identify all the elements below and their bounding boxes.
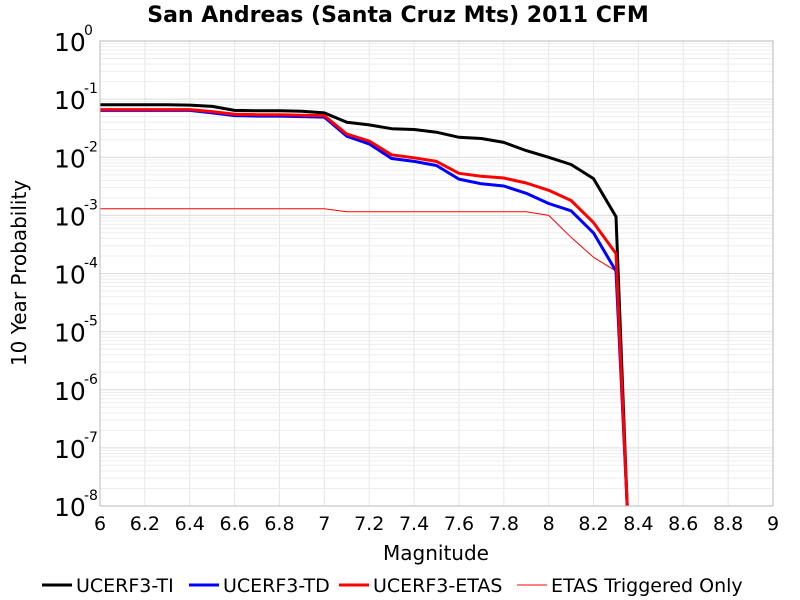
- y-tick-label: 10-1: [54, 81, 98, 115]
- x-tick-label: 6.4: [175, 513, 205, 535]
- x-tick-label: 7.6: [444, 513, 474, 535]
- y-tick-exponent: -8: [84, 488, 98, 504]
- y-tick-label: 10-5: [54, 314, 98, 348]
- y-tick-base: 10: [54, 319, 86, 348]
- y-tick-exponent: -7: [84, 430, 98, 446]
- y-tick-base: 10: [54, 261, 86, 290]
- series-line-ucerf3-etas: [100, 108, 629, 507]
- legend-label: UCERF3-TI: [76, 575, 174, 597]
- y-tick-exponent: -3: [84, 197, 98, 213]
- y-tick-label: 100: [54, 23, 93, 57]
- y-tick-exponent: -6: [84, 372, 98, 388]
- x-tick-label: 8.6: [668, 513, 698, 535]
- y-tick-label: 10-4: [54, 256, 98, 290]
- legend-label: UCERF3-ETAS: [373, 575, 502, 597]
- series-line-etas-triggered-only: [100, 208, 628, 507]
- legend-item: ETAS Triggered Only: [517, 575, 743, 597]
- x-tick-label: 8.2: [578, 513, 608, 535]
- y-tick-base: 10: [54, 435, 86, 464]
- y-axis-label: 10 Year Probability: [7, 180, 31, 366]
- y-tick-label: 10-7: [54, 430, 98, 464]
- series-line-ucerf3-ti: [100, 103, 629, 507]
- x-tick-label: 6.6: [219, 513, 249, 535]
- legend-item: UCERF3-TD: [189, 575, 330, 597]
- y-tick-base: 10: [54, 493, 86, 522]
- y-tick-exponent: -5: [84, 314, 98, 330]
- grid: [99, 41, 774, 507]
- y-tick-base: 10: [54, 377, 86, 406]
- x-tick-label: 9: [767, 513, 779, 535]
- y-tick-exponent: -4: [84, 256, 98, 272]
- x-tick-label: 8: [543, 513, 555, 535]
- chart-title: San Andreas (Santa Cruz Mts) 2011 CFM: [147, 3, 649, 28]
- x-tick-label: 8.8: [713, 513, 743, 535]
- y-tick-label: 10-8: [54, 488, 98, 522]
- legend-item: UCERF3-ETAS: [339, 575, 502, 597]
- y-tick-exponent: -2: [84, 139, 98, 155]
- y-tick-label: 10-6: [54, 372, 98, 406]
- legend-label: ETAS Triggered Only: [551, 575, 743, 597]
- y-tick-exponent: -1: [84, 81, 98, 97]
- legend: UCERF3-TI UCERF3-TD UCERF3-ETAS ETAS Trigge…: [42, 575, 743, 597]
- y-tick-base: 10: [54, 144, 86, 173]
- x-tick-label: 6: [94, 513, 106, 535]
- y-tick-label: 10-3: [54, 197, 98, 231]
- legend-label: UCERF3-TD: [223, 575, 330, 597]
- x-tick-label: 7.8: [489, 513, 519, 535]
- plot-border: [99, 40, 774, 507]
- x-tick-label: 8.4: [623, 513, 653, 535]
- x-tick-label: 7.2: [354, 513, 384, 535]
- series-layer: [100, 103, 629, 507]
- legend-item: UCERF3-TI: [42, 575, 174, 597]
- y-tick-base: 10: [54, 202, 86, 231]
- x-tick-label: 6.2: [130, 513, 160, 535]
- x-tick-label: 7.4: [399, 513, 429, 535]
- x-axis-ticks: 6 6.2 6.4 6.6 6.8 7 7.2 7.4 7.6 7.8 8 8.2 8.4 8.6 8.8 9: [94, 513, 779, 535]
- x-tick-label: 6.8: [264, 513, 294, 535]
- y-tick-base: 10: [54, 86, 86, 115]
- y-tick-exponent: 0: [84, 23, 93, 39]
- y-tick-label: 10-2: [54, 139, 98, 173]
- x-tick-label: 7: [318, 513, 330, 535]
- y-tick-base: 10: [54, 28, 86, 57]
- x-axis-label: Magnitude: [383, 541, 489, 565]
